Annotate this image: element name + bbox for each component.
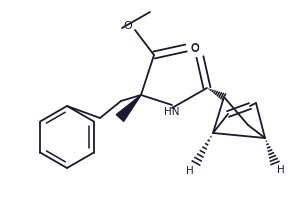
Text: O: O <box>191 43 199 53</box>
Text: O: O <box>123 21 132 31</box>
Text: O: O <box>191 44 199 54</box>
Text: H: H <box>277 165 285 175</box>
Polygon shape <box>116 95 141 121</box>
Text: HN: HN <box>164 107 180 117</box>
Text: H: H <box>186 166 194 176</box>
